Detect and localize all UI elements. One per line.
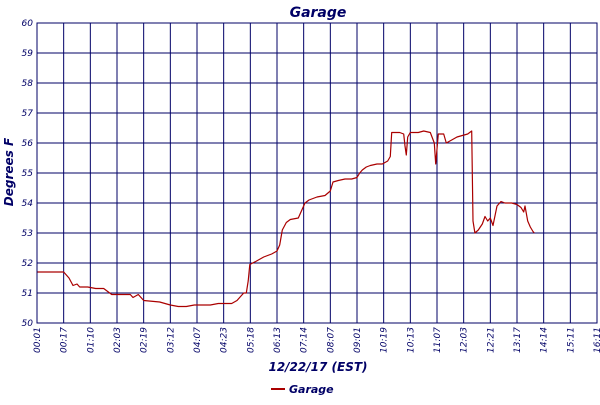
series-line-garage — [37, 130, 535, 308]
y-tick-label: 58 — [22, 79, 34, 89]
y-tick-label: 51 — [22, 289, 33, 299]
x-tick-label: 14:14 — [540, 327, 550, 353]
x-tick-label: 09:01 — [353, 327, 363, 353]
legend-label: Garage — [289, 383, 334, 396]
y-tick-label: 57 — [22, 109, 34, 119]
x-tick-label: 05:18 — [246, 327, 256, 353]
y-tick-label: 59 — [22, 49, 34, 59]
x-tick-label: 00:17 — [60, 327, 70, 353]
x-tick-label: 04:07 — [193, 327, 203, 353]
x-tick-label: 11:07 — [433, 327, 443, 353]
x-tick-label: 08:07 — [326, 327, 336, 353]
series-layer — [37, 130, 535, 308]
x-tick-label: 03:12 — [166, 327, 176, 353]
x-tick-label: 00:01 — [33, 327, 43, 353]
x-tick-label: 10:19 — [380, 327, 390, 353]
x-tick-label: 02:03 — [113, 327, 123, 353]
x-tick-label: 15:11 — [566, 327, 576, 353]
x-tick-label: 06:13 — [273, 327, 283, 353]
x-tick-label: 02:19 — [140, 327, 150, 353]
grid-lines — [36, 22, 598, 324]
legend: Garage — [271, 383, 334, 396]
x-tick-label: 07:14 — [300, 327, 310, 353]
y-tick-label: 52 — [22, 259, 34, 269]
y-tick-label: 56 — [22, 139, 34, 149]
x-tick-label: 04:23 — [220, 327, 230, 353]
x-tick-label: 10:13 — [406, 327, 416, 353]
x-tick-label: 12:03 — [460, 327, 470, 353]
y-tick-labels: 50 51 52 53 54 55 56 57 58 59 60 — [22, 19, 34, 329]
x-axis-label: 12/22/17 (EST) — [268, 360, 367, 374]
y-tick-label: 55 — [22, 169, 34, 179]
y-tick-label: 50 — [22, 319, 34, 329]
plot-area-border — [36, 22, 598, 324]
x-tick-labels: 00:01 00:17 01:10 02:03 02:19 03:12 04:07 04:23… — [33, 327, 600, 353]
y-tick-label: 53 — [22, 229, 34, 239]
y-tick-label: 54 — [22, 199, 34, 209]
chart-title: Garage — [290, 5, 347, 21]
x-tick-label: 12:21 — [486, 327, 496, 353]
x-tick-label: 01:10 — [86, 327, 96, 353]
x-tick-label: 16:11 — [593, 327, 600, 353]
y-axis-label: Degrees F — [2, 137, 16, 206]
y-tick-label: 60 — [22, 19, 34, 29]
x-tick-label: 13:17 — [513, 327, 523, 353]
